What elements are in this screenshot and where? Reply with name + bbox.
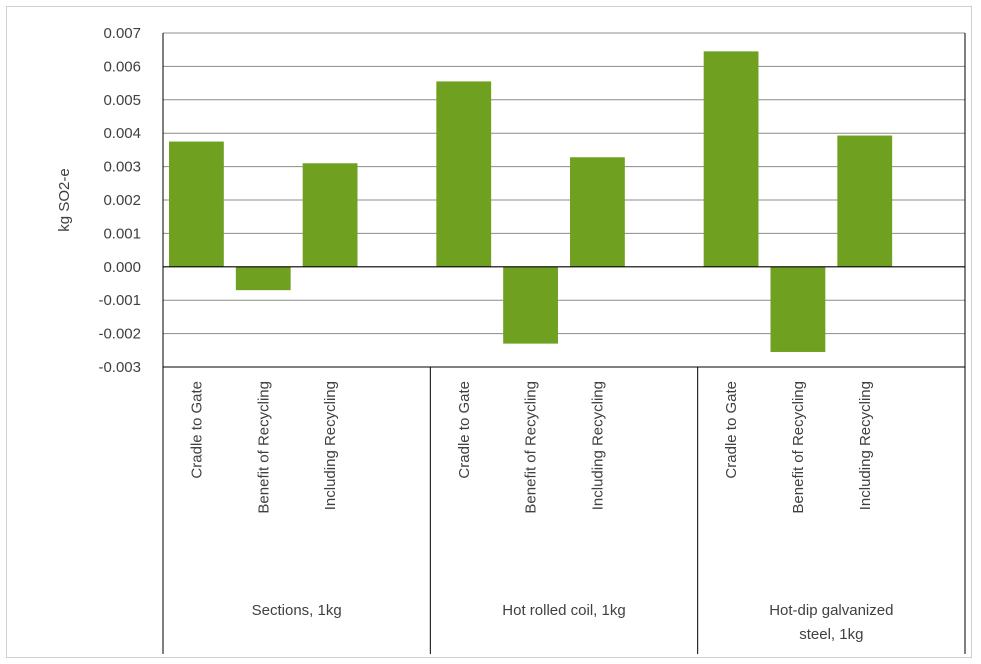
group-label: Sections, 1kg [252,602,342,619]
group-label: Hot-dip galvanized steel, 1kg [769,602,893,643]
category-label: Benefit of Recycling [523,381,540,514]
bar [837,135,893,267]
y-tick-label: 0.007 [103,25,141,42]
category-label: Cradle to Gate [723,381,740,479]
bars [169,51,893,352]
category-label: Benefit of Recycling [790,381,807,514]
y-tick-label: 0.001 [103,225,141,242]
category-label: Including Recycling [857,381,874,510]
bar [703,51,759,267]
y-tick-label: -0.003 [98,359,141,376]
bar [169,141,224,267]
category-label: Benefit of Recycling [255,381,272,514]
y-tick-label: 0.004 [103,125,141,142]
y-tick-labels: -0.003 -0.002 -0.001 0.000 0.001 0.002 0.003 0.… [98,25,141,376]
y-axis-label: kg SO2-e [56,168,73,231]
y-tick-label: 0.006 [103,58,141,75]
group-label: Hot rolled coil, 1kg [502,602,625,619]
category-label: Including Recycling [589,381,606,510]
y-tick-label: 0.000 [103,259,141,276]
axes [162,33,966,654]
category-labels: Cradle to Gate Benefit of Recycling Includ… [188,381,873,514]
group-labels: Sections, 1kg Hot rolled coil, 1kg Hot-dip… [252,602,894,643]
category-label: Cradle to Gate [188,381,205,479]
y-tick-label: 0.003 [103,159,141,176]
bar [302,163,358,267]
bar [436,81,492,267]
category-label: Including Recycling [322,381,339,510]
bar [770,266,826,352]
bar [503,266,558,344]
y-tick-label: -0.001 [98,292,141,309]
category-label: Cradle to Gate [456,381,473,479]
y-tick-label: 0.002 [103,192,141,209]
y-tick-label: -0.002 [98,326,141,343]
bar [235,266,291,291]
bar [570,157,625,267]
y-tick-label: 0.005 [103,92,141,109]
